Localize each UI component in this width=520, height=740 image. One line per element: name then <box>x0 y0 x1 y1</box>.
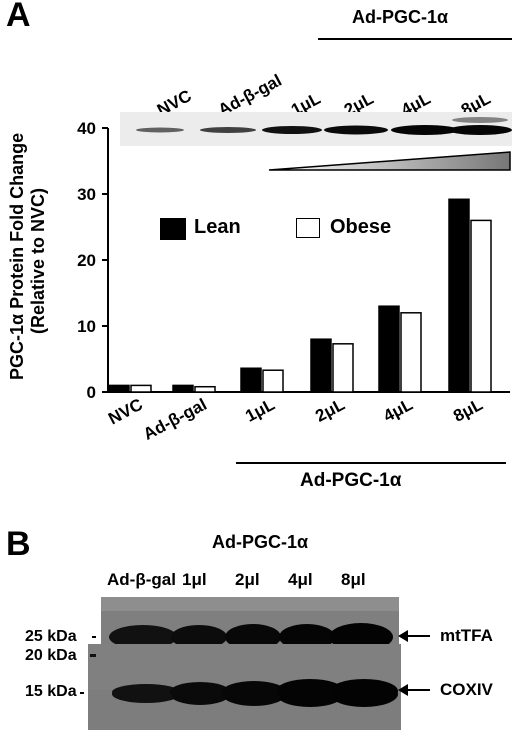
x-group-line <box>236 462 506 464</box>
bar-lean <box>108 384 130 393</box>
bar-lean <box>172 384 194 393</box>
marker-tick-15 <box>80 692 84 694</box>
coxiv-band-row <box>90 654 398 703</box>
legend-swatch-obese <box>296 218 320 238</box>
y-axis-title: PGC-1α Protein Fold Change (Relative to … <box>7 80 49 380</box>
marker-25kda: 25 kDa <box>25 628 77 645</box>
y-axis-title-line2: (Relative to NVC) <box>28 187 48 334</box>
dose-gradient-wedge <box>268 151 511 171</box>
bar-obese <box>130 384 152 393</box>
x-tick-label: Ad-β-gal <box>140 395 210 444</box>
x-tick-label: NVC <box>105 395 146 429</box>
bar-lean <box>240 367 262 393</box>
coxiv-arrowhead-icon <box>398 684 408 696</box>
x-tick-label: 2μL <box>312 395 348 426</box>
blot-group-label: Ad-PGC-1α <box>352 7 449 27</box>
marker-tick-25 <box>92 636 96 638</box>
blot-group-line <box>318 38 512 40</box>
bar-obese <box>400 312 422 393</box>
bar-lean <box>310 338 332 393</box>
panel-a-letter: A <box>6 0 31 34</box>
y-tick-label: 0 <box>87 383 96 402</box>
marker-20kda: 20 kDa <box>25 647 77 664</box>
y-axis-title-line1: PGC-1α Protein Fold Change <box>7 132 27 380</box>
panel-b-lane-label: 8μl <box>341 570 366 589</box>
bar-obese <box>470 219 492 393</box>
x-group-label: Ad-PGC-1α <box>300 470 402 491</box>
y-tick-label: 10 <box>77 317 96 336</box>
bar-lean <box>378 305 400 393</box>
coxiv-arrow-icon <box>400 689 430 691</box>
panel-b-group-label: Ad-PGC-1α <box>212 532 309 552</box>
band-label-mttfa: mtTFA <box>440 626 493 645</box>
panel-b-lane-label: 2μl <box>235 570 260 589</box>
band-label-coxiv: COXIV <box>440 680 493 699</box>
marker-15kda: 15 kDa <box>25 683 77 700</box>
pgc1a-blot-image <box>120 112 512 146</box>
panel-b-letter: B <box>6 525 31 563</box>
legend-swatch-lean <box>160 218 186 240</box>
x-tick-label: 1μL <box>242 395 278 426</box>
mttfa-arrow-icon <box>400 635 430 637</box>
y-tick-label: 20 <box>77 251 96 270</box>
panel-b-lane-label: 1μl <box>182 570 207 589</box>
panel-b-lane-label: Ad-β-gal <box>107 570 176 589</box>
bar-obese <box>194 385 216 393</box>
legend-label-obese: Obese <box>330 216 392 238</box>
bar-lean <box>448 198 470 393</box>
bar-obese <box>262 369 284 393</box>
x-tick-label: 4μL <box>380 395 416 426</box>
panel-b-lane-label: 4μl <box>288 570 313 589</box>
bar-obese <box>332 343 354 393</box>
mttfa-arrowhead-icon <box>398 630 408 642</box>
y-tick-label: 40 <box>77 119 96 138</box>
y-tick-label: 30 <box>77 185 96 204</box>
legend-label-lean: Lean <box>194 216 241 238</box>
x-tick-label: 8μL <box>450 395 486 426</box>
